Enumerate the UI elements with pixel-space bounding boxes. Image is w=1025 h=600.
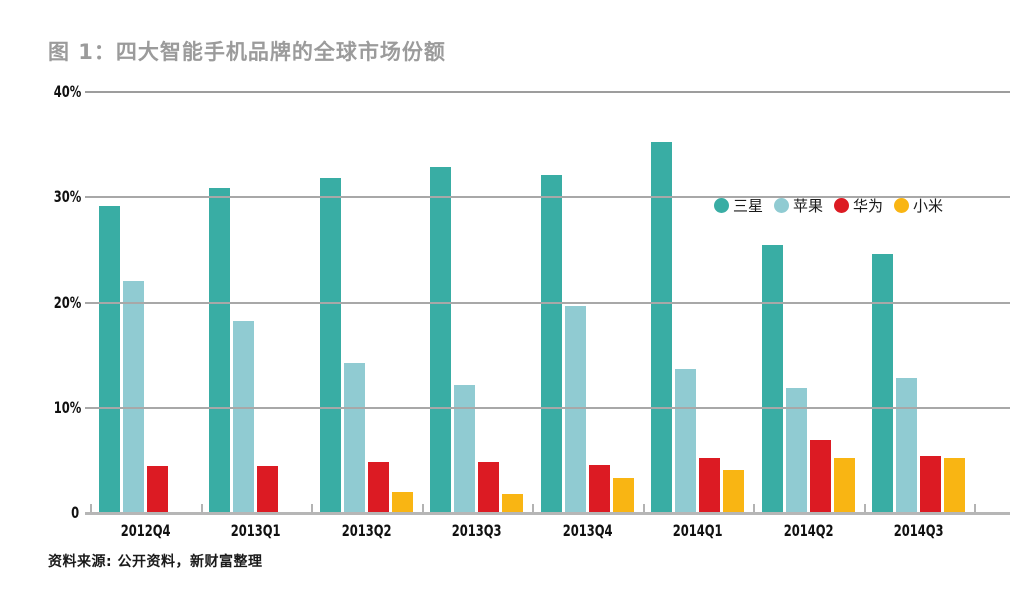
bar-series1-2012Q4 [122,280,144,513]
axis-tick [864,504,866,512]
legend-label: 苹果 [792,197,823,215]
axis-tick [90,504,92,512]
bar-series2-2013Q3 [478,462,500,513]
gridline [85,302,1010,304]
bar-series0-2014Q2 [761,245,783,513]
legend-marker-icon [833,198,849,213]
legend-item-3: 小米 [893,195,943,216]
bar-series3-2014Q3 [944,458,966,513]
bar-series1-2013Q2 [343,363,365,513]
bar-series1-2013Q4 [564,306,586,513]
axis-tick [311,504,313,512]
bar-series0-2013Q2 [319,177,341,513]
bar-series0-2014Q1 [651,141,673,513]
x-tick-label: 2013Q1 [230,521,281,540]
bar-series1-2013Q3 [454,385,476,513]
chart-legend: 三星 苹果 华为 小米 [713,195,943,216]
gridline [85,407,1010,409]
bar-series1-2014Q1 [675,368,697,513]
legend-item-2: 华为 [833,195,883,216]
x-axis-labels: 2012Q4 2013Q1 2013Q2 2013Q3 2013Q4 2014Q1 2014… [90,521,974,540]
y-tick-label: 40% [53,82,82,101]
bar-series1-2014Q2 [785,387,807,513]
bar-series2-2014Q3 [920,456,942,513]
legend-label: 三星 [732,197,763,215]
bar-series3-2013Q2 [391,491,413,513]
bar-series2-2013Q4 [588,464,610,513]
legend-item-0: 三星 [713,195,763,216]
bar-series0-2013Q1 [209,188,231,513]
bar-series0-2013Q3 [430,167,452,513]
x-tick-label: 2012Q4 [120,521,171,540]
bar-group [532,91,643,513]
bar-group [311,91,422,513]
bar-series2-2014Q2 [809,440,831,513]
x-tick-label: 2013Q3 [451,521,502,540]
y-tick-label: 30% [53,187,82,206]
figure-title: 图 1：四大智能手机品牌的全球市场份额 [48,40,446,64]
legend-label: 小米 [912,197,943,215]
bar-series3-2013Q3 [502,494,524,513]
axis-tick [643,504,645,512]
bar-series3-2014Q2 [833,458,855,513]
legend-item-1: 苹果 [773,195,823,216]
x-tick-label: 2014Q2 [783,521,834,540]
gridline [85,91,1010,93]
legend-marker-icon [713,198,729,213]
axis-tick [422,504,424,512]
bar-group [864,91,975,513]
bar-series0-2012Q4 [98,206,120,513]
bar-group [422,91,533,513]
legend-marker-icon [893,198,909,213]
bar-series2-2014Q1 [699,458,721,513]
bar-series2-2012Q4 [146,465,168,513]
x-tick-label: 2013Q2 [341,521,392,540]
bar-series2-2013Q2 [367,462,389,513]
y-tick-label: 20% [53,293,82,312]
bar-series0-2014Q3 [872,253,894,513]
axis-tick [974,504,976,512]
gridline [85,196,1010,198]
bar-groups [90,91,974,513]
x-tick-label: 2014Q1 [672,521,723,540]
axis-tick [201,504,203,512]
legend-label: 华为 [852,197,883,215]
plot-area: 三星 苹果 华为 小米 40% 30% 20% 10% 0 [54,84,1010,521]
bar-group [753,91,864,513]
bar-series2-2013Q1 [257,465,279,513]
x-axis-line [85,512,1010,515]
bar-series3-2014Q1 [723,469,745,513]
source-note: 资料来源: 公开资料，新财富整理 [48,554,263,570]
y-tick-label: 10% [53,398,82,417]
axis-tick [753,504,755,512]
y-tick-label: 0 [70,503,79,522]
bar-group [643,91,754,513]
bar-group [90,91,201,513]
bar-series1-2013Q1 [233,321,255,513]
bar-series3-2013Q4 [612,478,634,513]
legend-marker-icon [773,198,789,213]
x-tick-label: 2014Q3 [893,521,944,540]
bar-group [201,91,312,513]
bar-series1-2014Q3 [896,378,918,513]
x-tick-label: 2013Q4 [562,521,613,540]
bar-series0-2013Q4 [540,175,562,513]
axis-tick [532,504,534,512]
